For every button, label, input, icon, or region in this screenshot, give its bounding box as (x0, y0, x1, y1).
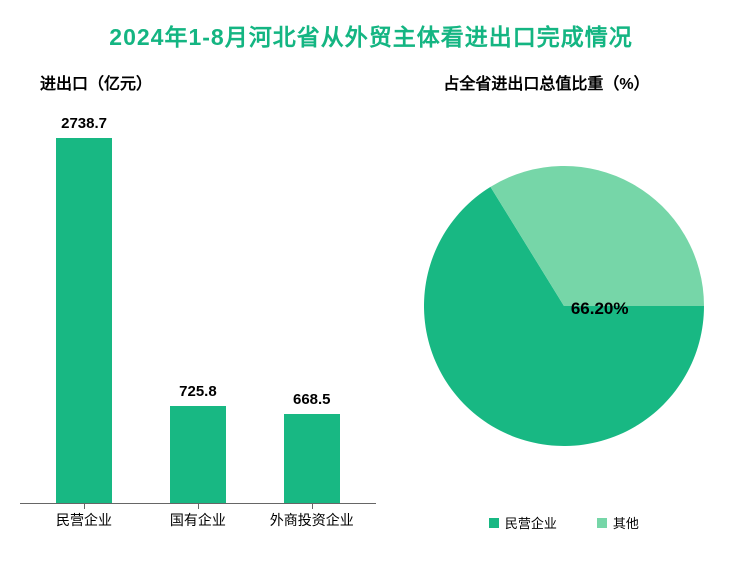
legend-swatch (597, 518, 607, 528)
bar-chart: 2738.7 725.8 668.5 民营企业 国有企业 外商投资企业 (0, 104, 386, 544)
pie-legend: 民营企业 其他 (386, 513, 742, 532)
bar: 668.5 (284, 414, 340, 503)
bar-category-label: 外商投资企业 (270, 510, 354, 530)
subtitle-row: 进出口（亿元） 占全省进出口总值比重（%） (0, 70, 742, 94)
pie-subtitle: 占全省进出口总值比重（%） (371, 70, 742, 94)
bar-value-label: 2738.7 (61, 115, 107, 132)
charts-row: 2738.7 725.8 668.5 民营企业 国有企业 外商投资企业 66.20% 民… (0, 104, 742, 544)
bar-category-label: 民营企业 (56, 510, 112, 530)
bar-value-label: 725.8 (179, 383, 217, 400)
bar-category-label: 国有企业 (170, 510, 226, 530)
legend-label: 其他 (613, 513, 639, 532)
pie-svg (424, 166, 704, 446)
axis-tick (198, 503, 199, 509)
legend-label: 民营企业 (505, 513, 557, 532)
bar-x-axis: 民营企业 国有企业 外商投资企业 (20, 510, 376, 534)
bar: 2738.7 (56, 138, 112, 503)
bar-subtitle: 进出口（亿元） (0, 70, 371, 94)
pie-value-label: 66.20% (571, 299, 629, 319)
legend-item: 其他 (597, 513, 639, 532)
bar-value-label: 668.5 (293, 391, 331, 408)
axis-tick (312, 503, 313, 509)
axis-tick (84, 503, 85, 509)
legend-swatch (489, 518, 499, 528)
pie-chart: 66.20% 民营企业 其他 (386, 104, 742, 544)
bar-plot-area: 2738.7 725.8 668.5 (20, 104, 376, 504)
bar: 725.8 (170, 406, 226, 503)
legend-item: 民营企业 (489, 513, 557, 532)
chart-title: 2024年1-8月河北省从外贸主体看进出口完成情况 (0, 0, 742, 52)
